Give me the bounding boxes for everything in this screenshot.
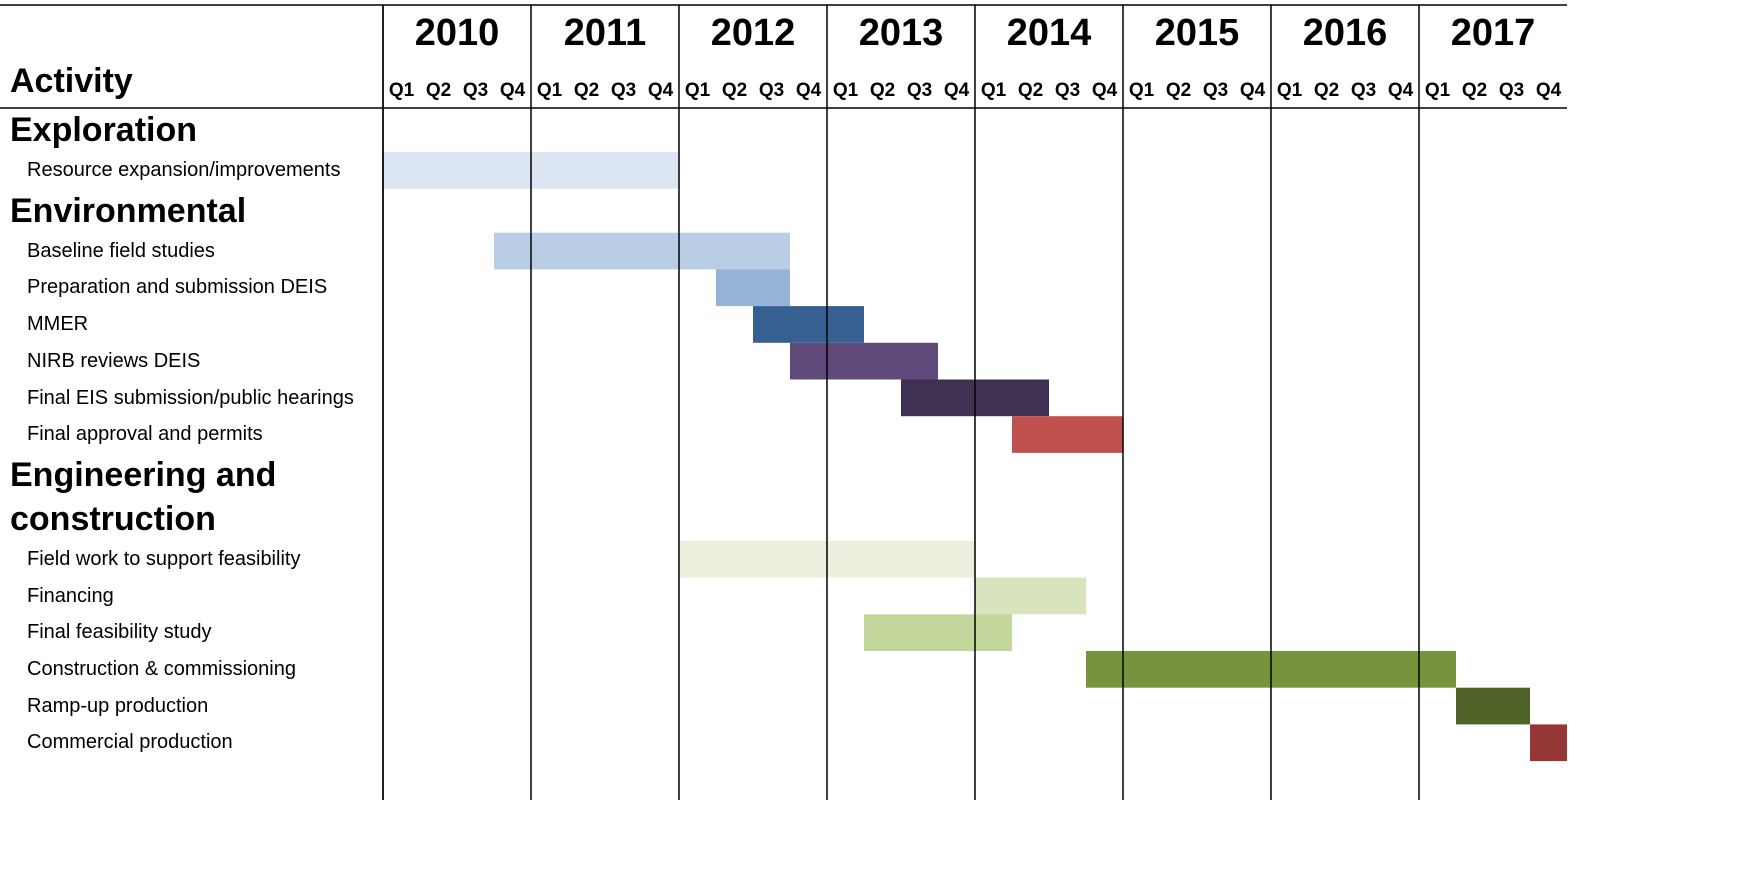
quarter-label: Q4 [1091,80,1118,101]
quarter-label: Q1 [980,80,1007,101]
task-label: Final EIS submission/public hearings [27,386,354,409]
task-label: MMER [27,313,89,336]
year-label: 2015 [1154,12,1240,54]
quarter-label: Q3 [1202,80,1229,101]
year-label: 2013 [858,12,944,54]
quarter-label: Q2 [1313,80,1340,101]
quarter-label: Q1 [1424,80,1451,101]
task-label: Commercial production [27,731,233,754]
task-bar [1012,416,1123,453]
task-bar [753,306,864,343]
quarter-label: Q1 [1128,80,1155,101]
quarter-label: Q4 [647,80,674,101]
year-label: 2017 [1450,12,1536,54]
task-label: Resource expansion/improvements [27,159,341,181]
year-label: 2010 [414,12,500,54]
quarter-label: Q1 [832,80,859,101]
task-label: Field work to support feasibility [27,547,301,570]
task-bar [790,342,938,380]
quarter-label: Q2 [425,80,452,101]
quarter-label: Q1 [388,80,415,101]
task-bar [975,577,1086,615]
task-label: Baseline field studies [27,239,215,262]
quarter-label: Q3 [462,80,489,101]
year-label: 2012 [710,12,796,54]
quarter-label: Q2 [1017,80,1044,101]
task-label: Final feasibility study [27,621,212,644]
year-label: 2011 [563,12,647,54]
quarter-label: Q3 [906,80,933,101]
quarter-label: Q1 [1276,80,1303,101]
task-bar [716,269,790,307]
activity-header: Activity [10,62,133,100]
task-label: Construction & commissioning [27,658,296,680]
task-label: Ramp-up production [27,694,209,717]
task-bar [1530,724,1567,762]
quarter-label: Q2 [1461,80,1488,101]
quarter-label: Q4 [795,80,822,101]
task-label: Preparation and submission DEIS [27,276,328,299]
group-heading: Exploration [10,111,198,149]
task-label: NIRB reviews DEIS [27,349,201,372]
quarter-label: Q3 [1054,80,1081,101]
grid [0,4,1567,800]
quarter-label: Q3 [758,80,785,101]
group-heading: Engineering and construction [10,455,277,538]
quarter-label: Q4 [1535,80,1562,101]
quarter-label: Q2 [721,80,748,101]
quarter-label: Q4 [1239,80,1266,101]
quarter-label: Q1 [684,80,711,101]
quarter-label: Q2 [1165,80,1192,101]
task-bar [494,232,790,270]
group-heading: Environmental [10,191,247,230]
task-bar [1456,687,1530,725]
quarter-label: Q3 [1350,80,1377,101]
task-label: Financing [27,584,114,607]
quarter-label: Q2 [573,80,600,101]
quarter-label: Q3 [1498,80,1525,101]
quarter-label: Q4 [1387,80,1414,101]
quarter-label: Q1 [536,80,563,101]
task-bar [864,614,1012,651]
quarter-label: Q4 [499,80,526,101]
quarter-label: Q4 [943,80,970,101]
task-label: Final approval and permits [27,423,263,446]
quarter-label: Q3 [610,80,637,101]
year-label: 2016 [1302,12,1388,54]
year-label: 2014 [1006,12,1092,54]
quarter-label: Q2 [869,80,896,101]
